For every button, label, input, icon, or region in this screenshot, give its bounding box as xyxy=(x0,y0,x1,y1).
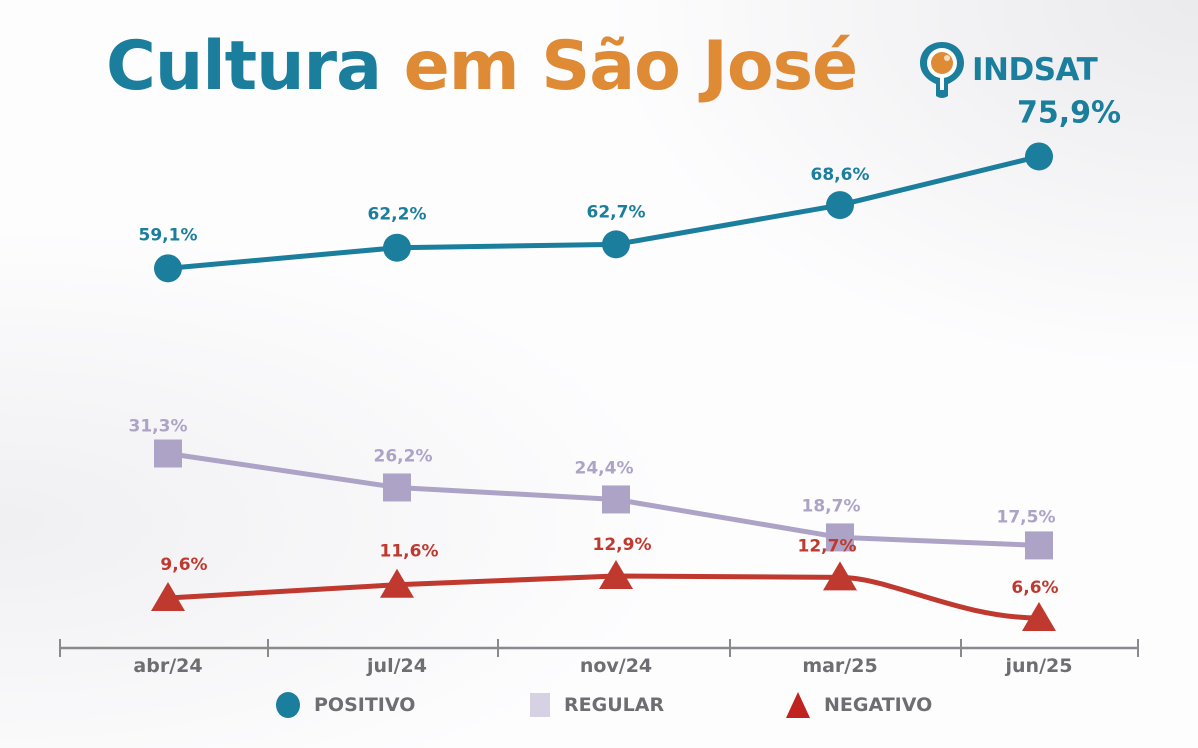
data-label: 12,7% xyxy=(798,536,857,556)
data-point-triangle xyxy=(599,560,633,590)
x-tick-label: jun/25 xyxy=(1005,655,1073,677)
data-label: 31,3% xyxy=(129,416,188,436)
data-point-square xyxy=(154,439,182,468)
series-positivo: 59,1% 62,2% 62,7% 68,6% 75,9% xyxy=(139,95,1121,283)
data-label: 62,2% xyxy=(368,205,427,225)
data-point-circle xyxy=(154,254,182,283)
x-tick-label: abr/24 xyxy=(133,655,202,677)
data-label: 62,7% xyxy=(587,202,646,222)
data-point-triangle xyxy=(380,568,414,598)
triangle-marker-icon xyxy=(786,692,810,718)
legend-label: NEGATIVO xyxy=(824,694,933,716)
circle-marker-icon xyxy=(276,692,300,718)
data-point-circle xyxy=(383,233,411,262)
data-label: 17,5% xyxy=(997,507,1056,527)
x-tick-label: nov/24 xyxy=(580,655,652,677)
x-tick-label: mar/25 xyxy=(802,655,877,677)
data-point-square xyxy=(1025,531,1053,560)
legend-item-positivo: POSITIVO xyxy=(274,690,415,720)
x-axis: abr/24 jul/24 nov/24 mar/25 jun/25 xyxy=(59,639,1139,677)
legend-item-negativo: NEGATIVO xyxy=(784,690,932,720)
legend-item-regular: REGULAR xyxy=(528,690,664,720)
data-label: 11,6% xyxy=(380,542,439,562)
chart-series: 59,1% 62,2% 62,7% 68,6% 75,9% 31,3% 26,2% 24,4%… xyxy=(129,95,1121,631)
data-label: 24,4% xyxy=(575,458,634,478)
map-pin-icon xyxy=(920,42,964,98)
data-point-triangle xyxy=(1022,602,1056,631)
data-point-triangle xyxy=(151,582,185,612)
data-point-square xyxy=(602,485,630,514)
data-label: 12,9% xyxy=(593,535,652,555)
data-label: 18,7% xyxy=(802,496,861,516)
data-label: 68,6% xyxy=(811,165,870,185)
data-label: 26,2% xyxy=(374,446,433,466)
logo-text: INDSAT xyxy=(972,52,1098,88)
data-point-circle xyxy=(602,230,630,259)
data-point-square xyxy=(383,473,411,502)
series-negativo: 9,6% 11,6% 12,9% 12,7% 6,6% xyxy=(151,535,1059,631)
chart-legend: POSITIVO REGULAR NEGATIVO xyxy=(0,690,1198,720)
data-point-square xyxy=(826,523,854,552)
data-point-triangle xyxy=(823,561,857,591)
series-regular: 31,3% 26,2% 24,4% 18,7% 17,5% xyxy=(129,416,1056,560)
legend-label: POSITIVO xyxy=(314,694,416,716)
x-tick-label: jul/24 xyxy=(366,655,427,677)
indsat-logo: INDSAT xyxy=(918,40,1098,100)
data-point-circle xyxy=(1025,142,1053,171)
square-marker-icon xyxy=(530,693,550,717)
title-part-1: Cultura xyxy=(106,27,382,106)
data-label: 6,6% xyxy=(1011,578,1058,598)
data-label: 9,6% xyxy=(160,555,207,575)
legend-label: REGULAR xyxy=(564,694,665,716)
data-label: 59,1% xyxy=(139,225,198,245)
page-title: Cultura em São José xyxy=(106,22,859,112)
data-label: 75,9% xyxy=(1017,95,1121,130)
title-part-2: em São José xyxy=(403,27,859,106)
data-point-circle xyxy=(826,191,854,220)
